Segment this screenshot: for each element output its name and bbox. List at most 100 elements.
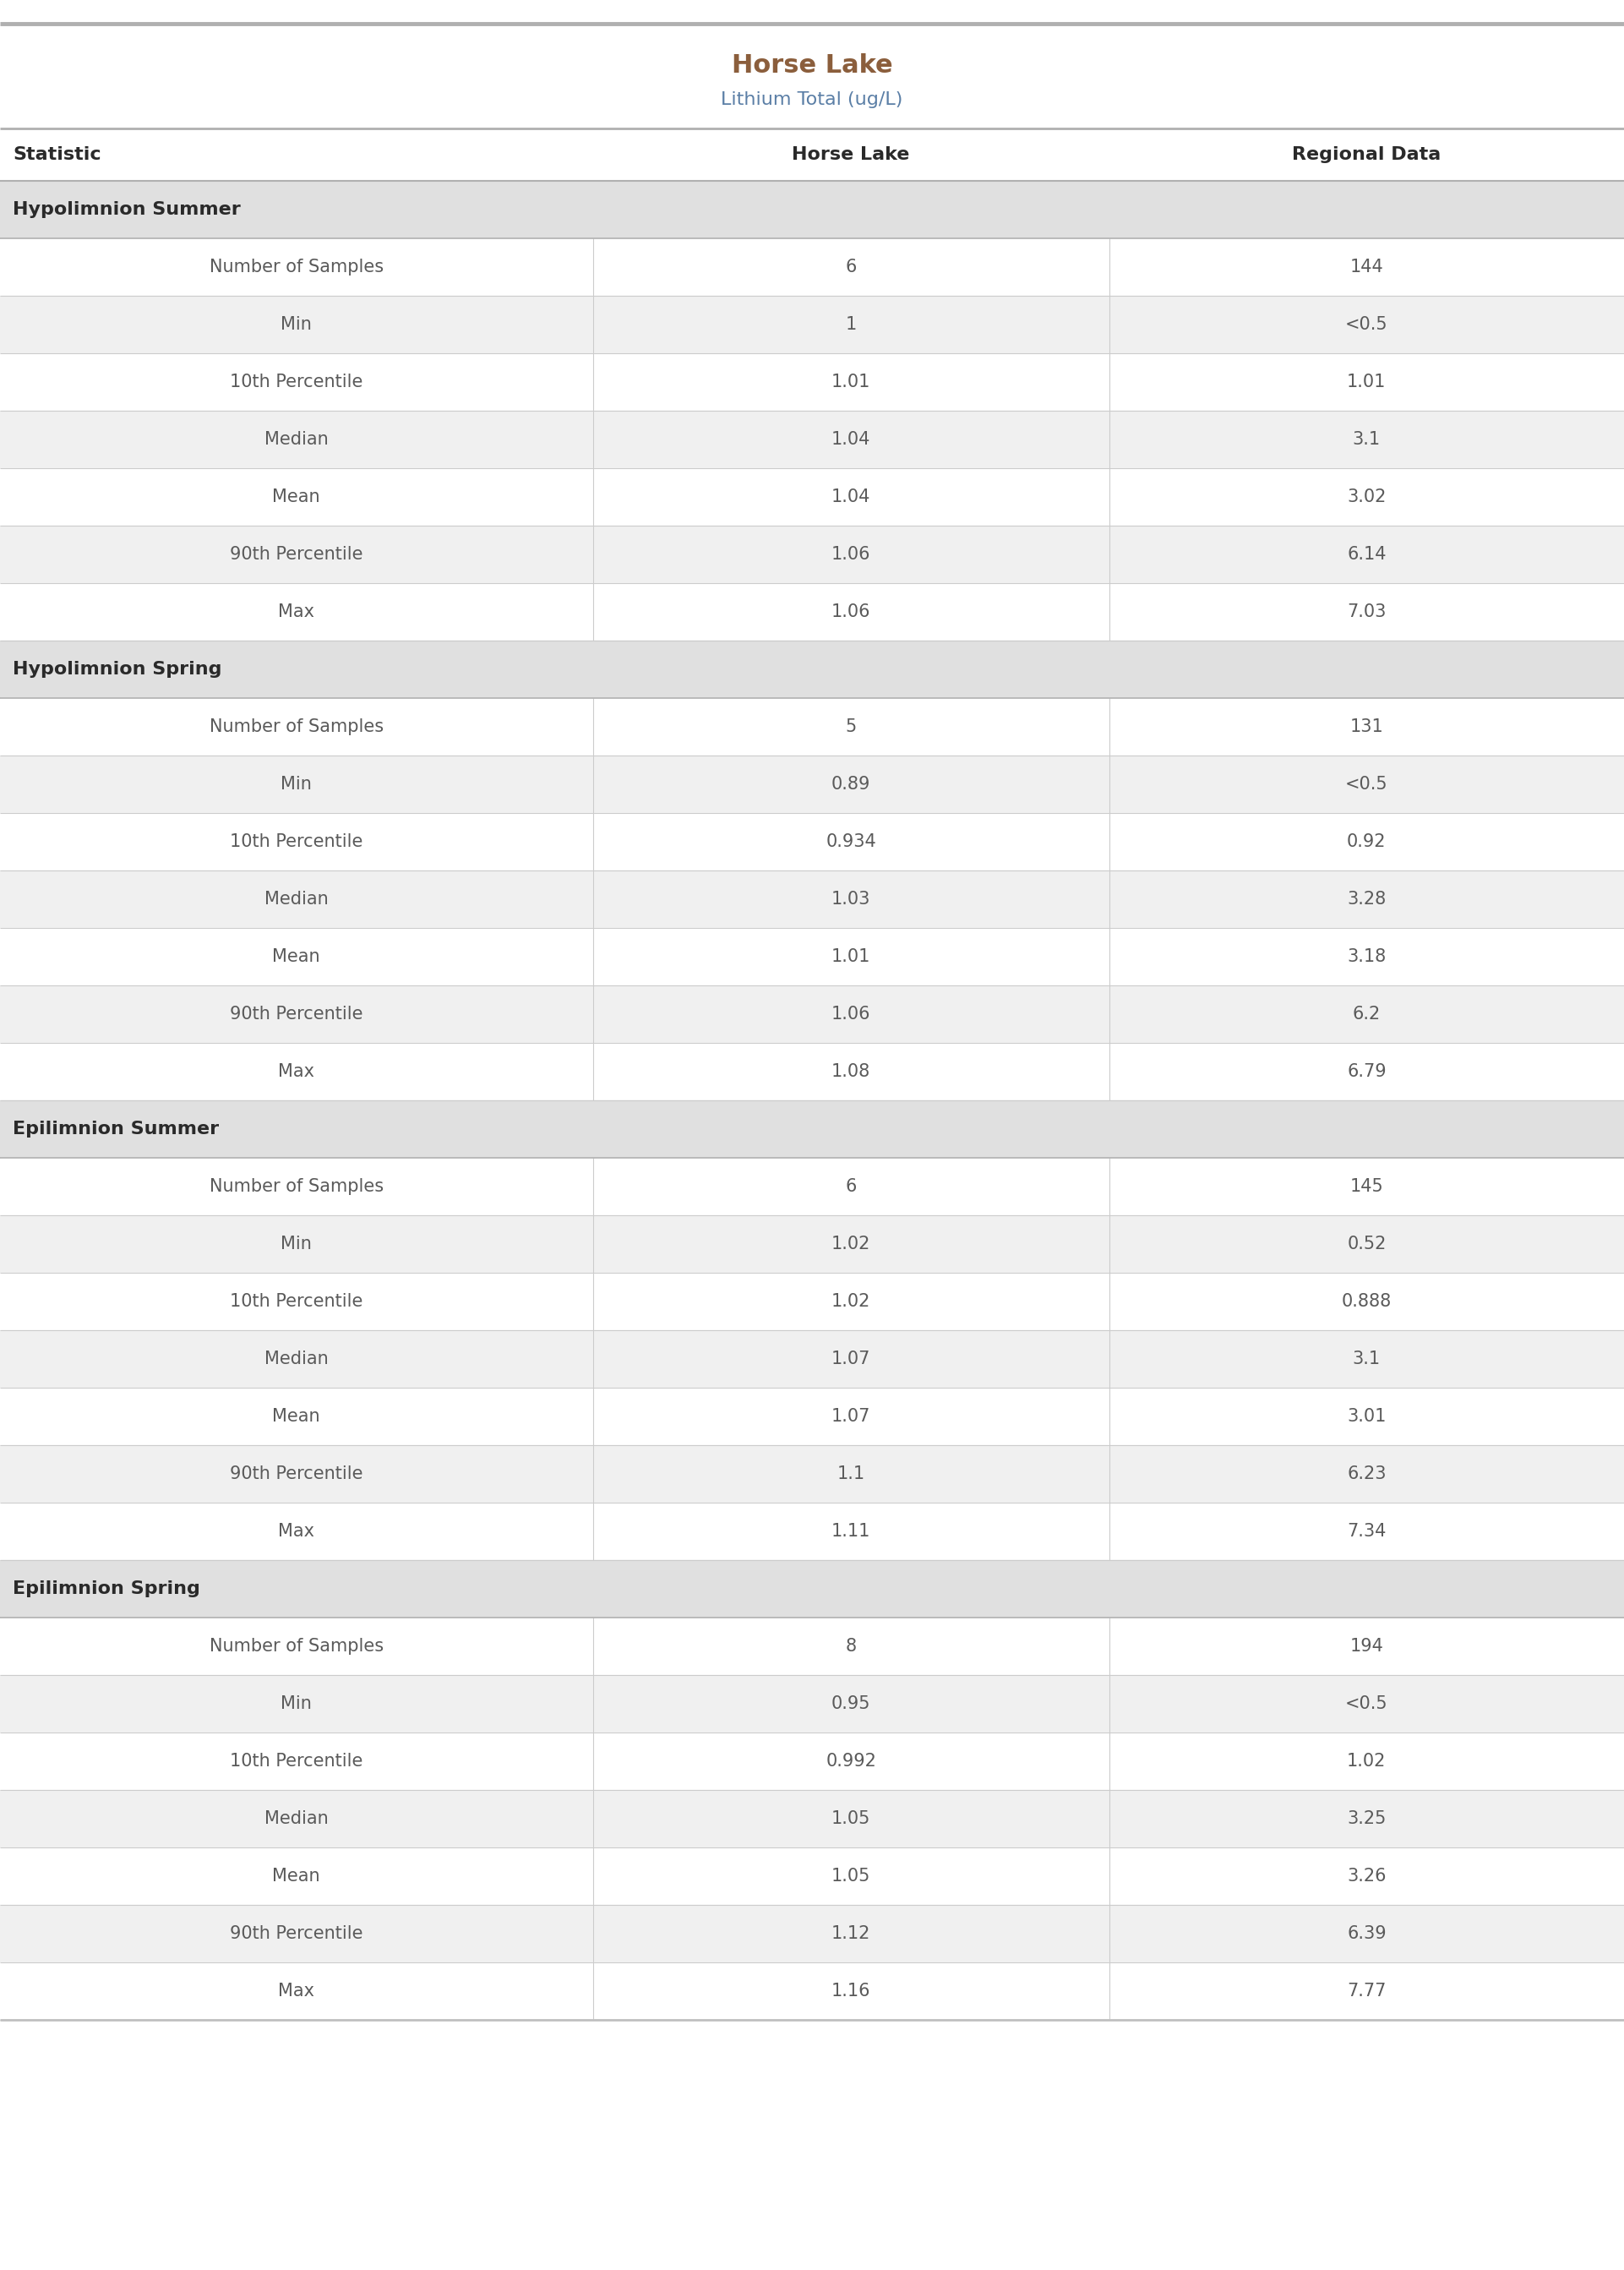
Text: 1.01: 1.01: [1346, 375, 1387, 390]
Text: 0.92: 0.92: [1346, 833, 1387, 851]
Bar: [0, 640, 1624, 699]
Text: 6: 6: [846, 1178, 856, 1194]
Text: 3.26: 3.26: [1346, 1868, 1387, 1884]
Text: Median: Median: [265, 1809, 328, 1827]
Text: 8: 8: [846, 1639, 856, 1655]
Text: 90th Percentile: 90th Percentile: [231, 1466, 362, 1482]
Text: 1.01: 1.01: [831, 375, 870, 390]
Text: Epilimnion Summer: Epilimnion Summer: [13, 1121, 219, 1137]
Bar: [0, 1273, 1624, 1330]
Text: 1.03: 1.03: [831, 890, 870, 908]
Text: Min: Min: [281, 316, 312, 334]
Bar: [0, 1559, 1624, 1619]
Text: 144: 144: [1350, 259, 1384, 275]
Text: 0.52: 0.52: [1346, 1235, 1387, 1253]
Bar: [0, 985, 1624, 1042]
Text: 7.77: 7.77: [1346, 1982, 1387, 2000]
Text: 3.01: 3.01: [1346, 1407, 1387, 1426]
Text: 145: 145: [1350, 1178, 1384, 1194]
Text: Number of Samples: Number of Samples: [209, 1639, 383, 1655]
Text: 3.02: 3.02: [1346, 488, 1387, 506]
Text: Hypolimnion Spring: Hypolimnion Spring: [13, 661, 222, 679]
Text: 1.05: 1.05: [831, 1868, 870, 1884]
Text: <0.5: <0.5: [1345, 316, 1389, 334]
Text: Number of Samples: Number of Samples: [209, 1178, 383, 1194]
Text: 6.14: 6.14: [1346, 547, 1387, 563]
Bar: [0, 583, 1624, 640]
Text: 1.02: 1.02: [831, 1235, 870, 1253]
Text: 3.1: 3.1: [1353, 431, 1380, 447]
Bar: [0, 354, 1624, 411]
Text: 0.95: 0.95: [831, 1696, 870, 1712]
Bar: [0, 411, 1624, 468]
Text: Max: Max: [278, 1062, 315, 1081]
Text: 1.11: 1.11: [831, 1523, 870, 1539]
Text: <0.5: <0.5: [1345, 776, 1389, 792]
Bar: [0, 468, 1624, 527]
Text: 1.06: 1.06: [831, 604, 870, 620]
Bar: [0, 1042, 1624, 1101]
Bar: [0, 1961, 1624, 2020]
Text: 6.39: 6.39: [1346, 1925, 1387, 1943]
Text: Statistic: Statistic: [13, 145, 101, 163]
Text: 90th Percentile: 90th Percentile: [231, 547, 362, 563]
Bar: [0, 1446, 1624, 1503]
Bar: [0, 1214, 1624, 1273]
Text: 5: 5: [846, 717, 856, 735]
Text: 3.1: 3.1: [1353, 1351, 1380, 1367]
Bar: [0, 1503, 1624, 1559]
Text: 1.05: 1.05: [831, 1809, 870, 1827]
Text: 90th Percentile: 90th Percentile: [231, 1006, 362, 1021]
Text: Mean: Mean: [273, 488, 320, 506]
Text: 10th Percentile: 10th Percentile: [231, 833, 362, 851]
Text: 1.07: 1.07: [831, 1351, 870, 1367]
Text: 0.934: 0.934: [825, 833, 877, 851]
Text: 1.04: 1.04: [831, 488, 870, 506]
Bar: [0, 1330, 1624, 1387]
Text: 7.34: 7.34: [1346, 1523, 1387, 1539]
Text: 3.18: 3.18: [1346, 949, 1387, 965]
Bar: [0, 756, 1624, 813]
Text: 1.04: 1.04: [831, 431, 870, 447]
Text: 1.06: 1.06: [831, 1006, 870, 1021]
Bar: [0, 238, 1624, 295]
Text: 7.03: 7.03: [1346, 604, 1387, 620]
Bar: [0, 1905, 1624, 1961]
Bar: [0, 1619, 1624, 1675]
Bar: [0, 182, 1624, 238]
Text: <0.5: <0.5: [1345, 1696, 1389, 1712]
Text: 1.16: 1.16: [831, 1982, 870, 2000]
Text: 0.888: 0.888: [1341, 1294, 1392, 1310]
Text: Max: Max: [278, 1982, 315, 2000]
Text: 10th Percentile: 10th Percentile: [231, 1294, 362, 1310]
Text: Number of Samples: Number of Samples: [209, 259, 383, 275]
Text: Median: Median: [265, 890, 328, 908]
Text: 6.2: 6.2: [1353, 1006, 1380, 1021]
Text: 6.79: 6.79: [1346, 1062, 1387, 1081]
Bar: [0, 527, 1624, 583]
Bar: [0, 295, 1624, 354]
Text: 1.02: 1.02: [831, 1294, 870, 1310]
Bar: [0, 699, 1624, 756]
Text: Horse Lake: Horse Lake: [731, 54, 893, 77]
Text: Min: Min: [281, 776, 312, 792]
Text: Max: Max: [278, 604, 315, 620]
Text: Min: Min: [281, 1696, 312, 1712]
Bar: [0, 869, 1624, 928]
Text: 6: 6: [846, 259, 856, 275]
Bar: [0, 129, 1624, 182]
Text: 10th Percentile: 10th Percentile: [231, 1752, 362, 1771]
Text: 3.28: 3.28: [1346, 890, 1387, 908]
Text: 90th Percentile: 90th Percentile: [231, 1925, 362, 1943]
Text: Regional Data: Regional Data: [1293, 145, 1440, 163]
Bar: [0, 1848, 1624, 1905]
Text: 1.02: 1.02: [1346, 1752, 1387, 1771]
Text: Lithium Total (ug/L): Lithium Total (ug/L): [721, 91, 903, 109]
Text: Mean: Mean: [273, 1407, 320, 1426]
Text: 0.992: 0.992: [825, 1752, 877, 1771]
Bar: [0, 928, 1624, 985]
Text: Min: Min: [281, 1235, 312, 1253]
Text: Hypolimnion Summer: Hypolimnion Summer: [13, 202, 240, 218]
Bar: [0, 1387, 1624, 1446]
Bar: [0, 1158, 1624, 1214]
